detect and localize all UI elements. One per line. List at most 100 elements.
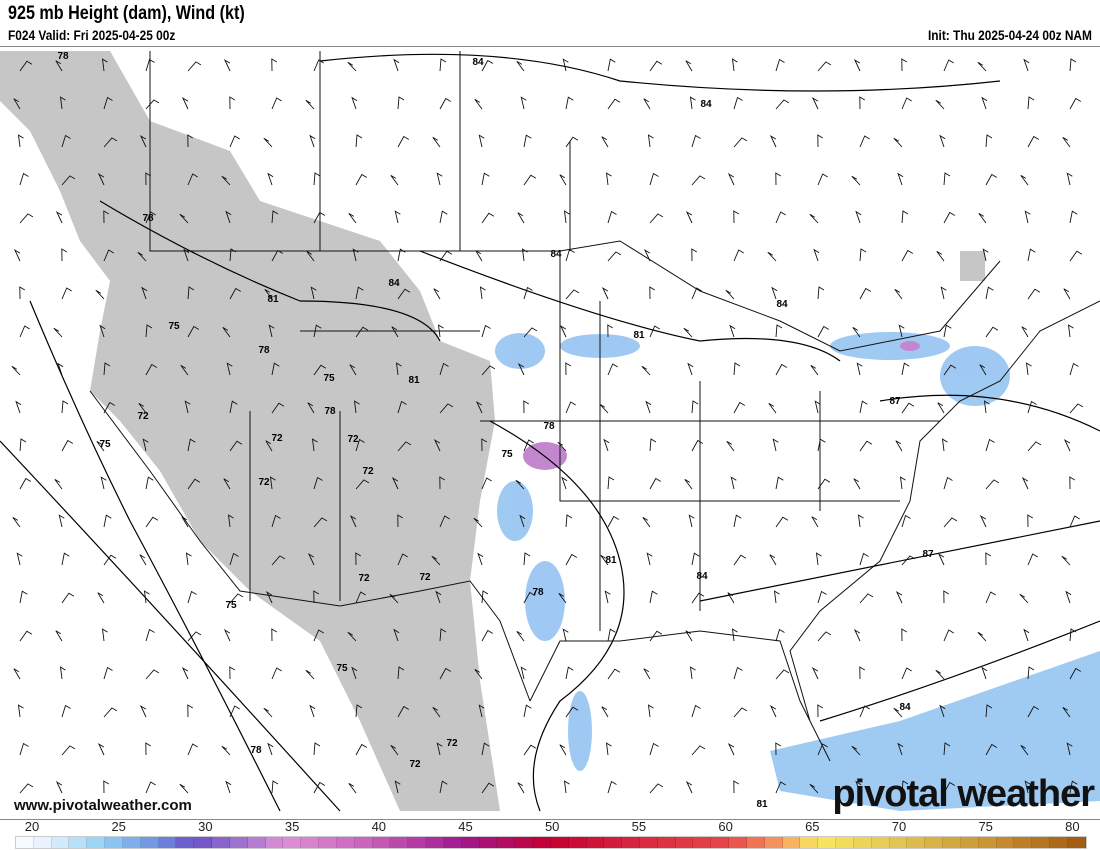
wind-barb	[775, 516, 789, 528]
wind-barb	[1025, 362, 1032, 376]
wind-barb	[895, 440, 903, 452]
wind-barb	[775, 172, 782, 186]
wind-barb	[855, 210, 862, 224]
wind-barb	[517, 212, 525, 224]
contour-label: 75	[225, 600, 237, 611]
wind-barb	[607, 780, 617, 794]
wind-barb	[349, 514, 357, 528]
colorbar-tick: 45	[458, 819, 473, 834]
wind-barb	[901, 210, 909, 224]
wind-barb	[561, 476, 568, 490]
wind-barb	[937, 402, 945, 414]
wind-barb	[523, 704, 532, 718]
wind-barb	[309, 704, 316, 718]
wind-barb	[859, 705, 870, 718]
wind-barb	[649, 286, 656, 300]
wind-barb	[99, 324, 106, 338]
wind-barb	[557, 441, 567, 452]
wind-barb	[899, 476, 906, 490]
wind-barb	[978, 783, 987, 794]
wind-barb	[53, 327, 63, 338]
wind-barb	[481, 590, 489, 604]
wind-barb	[474, 99, 483, 110]
wind-barb	[565, 289, 580, 300]
wind-barb	[856, 362, 863, 376]
wind-barb	[563, 210, 570, 224]
wind-barb	[19, 630, 33, 642]
wind-barb	[61, 175, 76, 186]
wind-barb	[437, 324, 444, 338]
wind-barb	[601, 706, 609, 718]
colorbar-cell	[1014, 837, 1033, 848]
wind-barb	[481, 742, 490, 756]
colorbar-cell	[996, 837, 1015, 848]
wind-barb	[96, 441, 105, 452]
wind-barb	[347, 61, 357, 72]
colorbar-cell	[69, 837, 88, 848]
wind-barb	[647, 704, 654, 718]
wind-barb	[1069, 667, 1082, 680]
wind-barb	[145, 669, 160, 680]
wind-barb	[439, 210, 448, 224]
wind-barb	[859, 440, 873, 452]
wind-barb	[691, 704, 701, 718]
wind-barb	[477, 552, 484, 566]
wind-barb	[523, 400, 530, 414]
wind-barb	[852, 327, 861, 338]
contour-label: 72	[271, 433, 283, 444]
colorbar-cell	[319, 837, 337, 848]
wind-barb	[941, 438, 948, 452]
wind-barb	[935, 669, 945, 680]
wind-barb	[181, 96, 189, 110]
wind-barb	[523, 591, 536, 604]
colorbar-cell	[675, 837, 694, 848]
wind-barb	[19, 783, 34, 794]
wind-barb	[647, 134, 654, 148]
wind-barb	[559, 744, 567, 756]
colorbar-cell	[408, 837, 427, 848]
colorbar-cell	[443, 837, 462, 848]
colorbar-cell	[51, 837, 70, 848]
wind-barb	[599, 403, 609, 414]
weather-map[interactable]: 78 78 84 84 84 84 84 81 75 78 81 75 78 81 72 75 72 72 72 72…	[0, 46, 1100, 820]
contour-label: 72	[362, 466, 374, 477]
colorbar-cell	[283, 837, 302, 848]
wind-barb	[733, 96, 743, 110]
wind-barb	[943, 324, 952, 338]
wind-barb	[59, 96, 66, 110]
wind-barb	[1069, 515, 1080, 528]
wind-barb	[733, 137, 748, 148]
wind-barb	[943, 59, 954, 72]
wind-barb	[97, 742, 105, 756]
website-link[interactable]: www.pivotalweather.com	[14, 797, 192, 814]
wind-barb	[271, 97, 282, 110]
wind-barb	[649, 590, 658, 604]
contour-label: 72	[446, 738, 458, 749]
wind-barb	[901, 249, 914, 262]
wind-barb	[1069, 476, 1076, 490]
wind-barb	[685, 210, 693, 224]
wind-barb	[397, 400, 407, 414]
colorbar-cell	[960, 837, 979, 848]
wind-barb	[563, 780, 570, 794]
wind-barb	[817, 438, 826, 452]
wind-barb	[851, 745, 861, 756]
contour-label: 75	[336, 663, 348, 674]
wind-barb	[264, 289, 273, 300]
wind-barb	[733, 666, 743, 680]
wind-barb	[853, 628, 861, 642]
wind-barb	[859, 666, 866, 680]
wind-barb	[271, 628, 278, 642]
wind-barb	[271, 402, 285, 414]
wind-barb	[351, 666, 358, 680]
wind-barb	[853, 478, 861, 490]
wind-barb	[937, 552, 945, 566]
wind-barb	[61, 745, 76, 756]
wind-barb	[901, 402, 915, 414]
wind-barb	[439, 403, 454, 414]
wind-barb	[100, 476, 107, 490]
wind-barb	[481, 438, 488, 452]
wind-barb	[1027, 514, 1034, 528]
contour-label: 75	[168, 321, 180, 332]
wind-barb	[685, 60, 693, 72]
